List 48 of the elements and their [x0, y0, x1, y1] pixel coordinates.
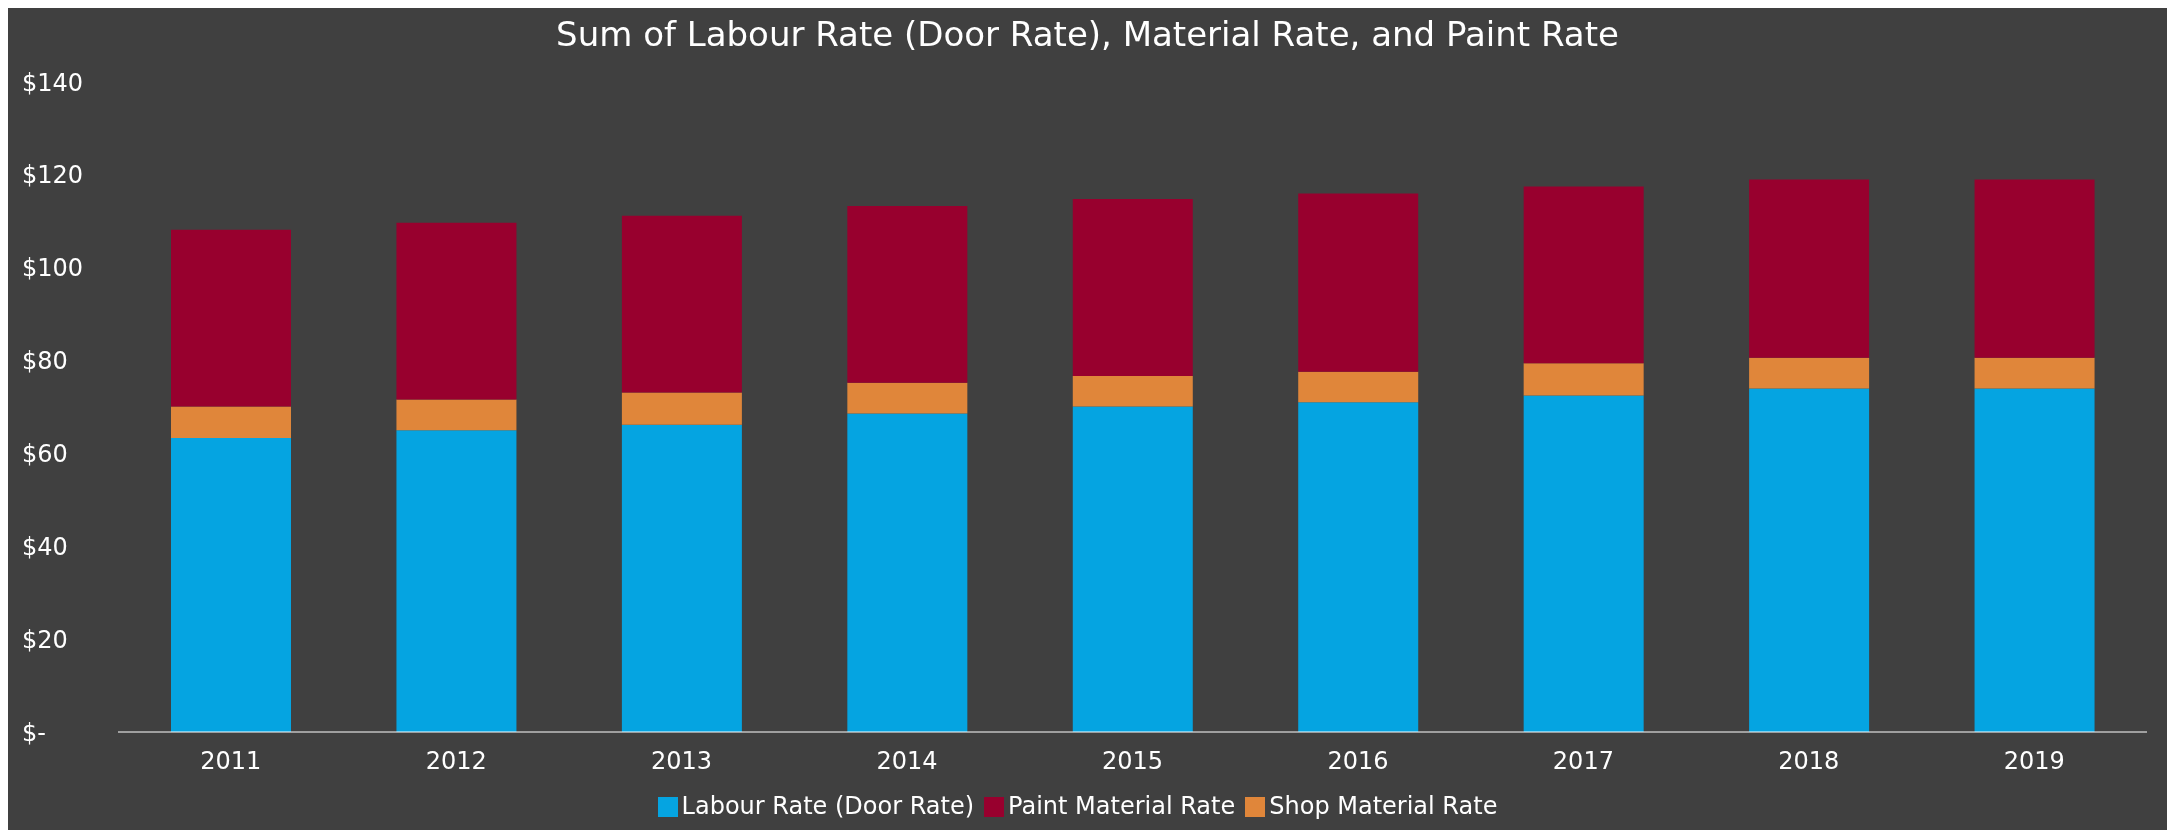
bar [396, 222, 517, 400]
bar [621, 424, 742, 732]
legend-label: Paint Material Rate [1008, 792, 1236, 820]
x-tick-label: 2019 [2003, 747, 2065, 776]
y-tick-label: $120 [22, 161, 84, 190]
bar [171, 438, 291, 732]
x-tick-label: 2011 [200, 747, 262, 776]
x-tick-label: 2012 [425, 747, 487, 776]
bar [1072, 199, 1193, 376]
x-tick-label: 2013 [651, 747, 713, 776]
bar [1072, 406, 1193, 732]
bar [1974, 388, 2095, 732]
chart-title: Sum of Labour Rate (Door Rate), Material Rate, and Paint Rate [555, 13, 1620, 56]
bar [396, 430, 517, 732]
x-tick-label: 2015 [1101, 747, 1164, 776]
x-tick-label: 2018 [1778, 747, 1840, 776]
y-tick-label: $140 [22, 68, 84, 97]
bar [1523, 186, 1644, 364]
bar [1974, 179, 2095, 358]
y-tick-label: $80 [22, 347, 68, 376]
x-tick-label: 2014 [876, 747, 938, 776]
y-tick-label: $60 [22, 439, 68, 468]
bar [847, 205, 968, 383]
bar [396, 399, 517, 431]
legend-label: Labour Rate (Door Rate) [681, 792, 975, 820]
bar [1974, 357, 2095, 389]
bar [1523, 363, 1644, 396]
bar [1072, 375, 1193, 407]
bar [1749, 357, 1870, 389]
y-tick-label: $- [22, 718, 46, 747]
bar [621, 392, 742, 425]
bar [847, 413, 968, 732]
bar [621, 215, 742, 393]
x-tick-label: 2017 [1552, 747, 1614, 776]
bar [1298, 193, 1419, 372]
legend-label: Shop Material Rate [1269, 792, 1498, 820]
y-tick-label: $40 [22, 532, 68, 561]
bar [171, 406, 291, 439]
y-tick-label: $100 [22, 254, 84, 283]
bar [1523, 395, 1644, 732]
bar [1749, 388, 1870, 732]
bar [1298, 402, 1419, 732]
bar [1298, 371, 1419, 403]
y-tick-label: $20 [22, 625, 68, 654]
bar [171, 229, 291, 407]
bar [847, 382, 968, 414]
x-tick-label: 2016 [1327, 747, 1389, 776]
bar [1749, 179, 1870, 358]
